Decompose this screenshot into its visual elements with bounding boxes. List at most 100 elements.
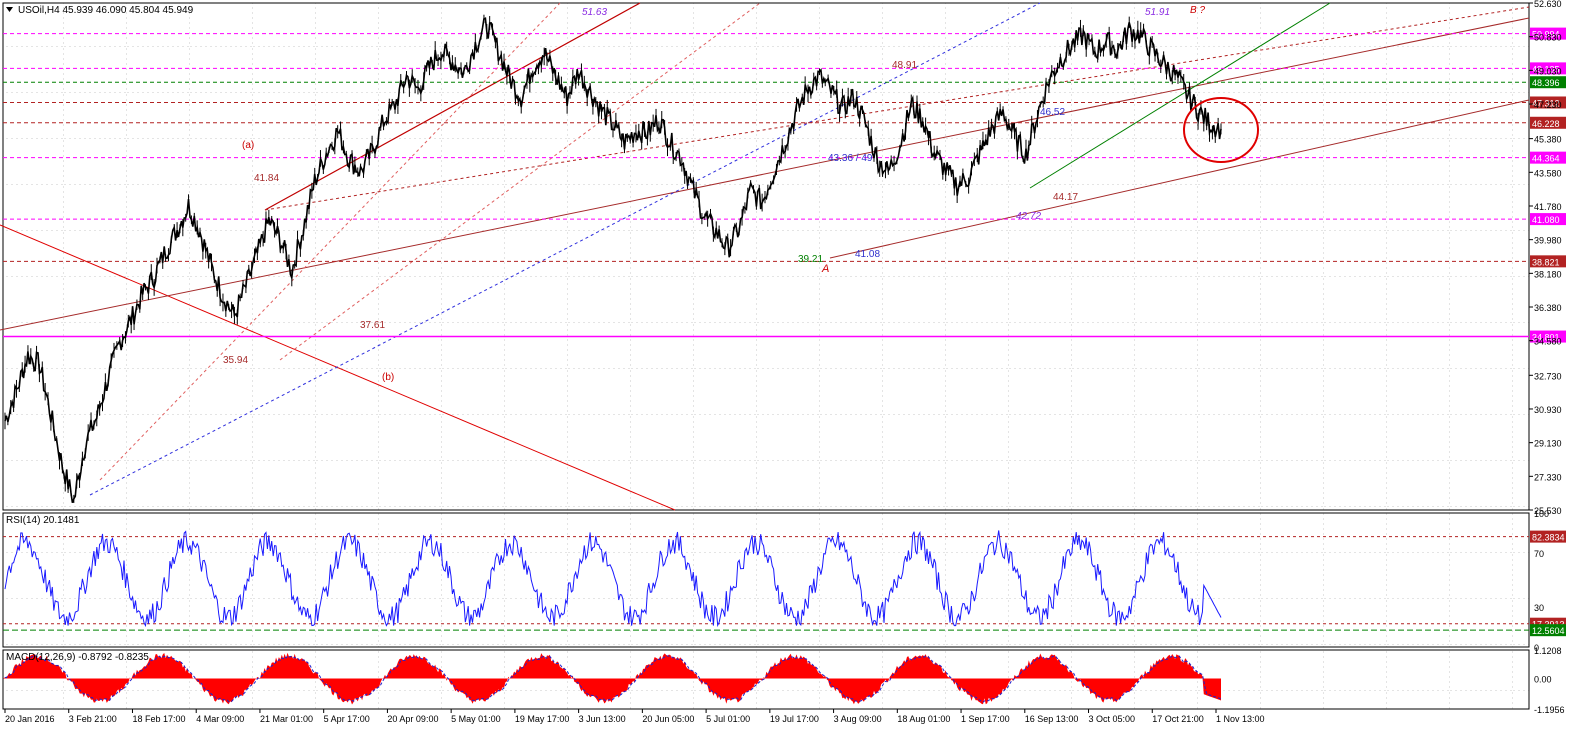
rsi-tick-label: 0 <box>1534 643 1539 653</box>
red-dashed-channel-1 <box>99 2 561 481</box>
level-tag-8 <box>1530 330 1566 343</box>
price-tick-label: 25.530 <box>1534 506 1562 516</box>
level-tag-4 <box>1530 116 1566 129</box>
annotation-48-91: 48.91 <box>892 60 917 71</box>
annotation-41-08: 41.08 <box>855 249 880 260</box>
time-tick-label: 19 May 17:00 <box>515 714 570 724</box>
level-tag-0 <box>1530 27 1566 40</box>
annotation-44-17: 44.17 <box>1053 192 1078 203</box>
level-label-0: 50.994 <box>1532 30 1560 40</box>
rsi-level-tag-2 <box>1530 624 1566 637</box>
price-tick-label: 45.380 <box>1534 135 1562 145</box>
macd-signal <box>4 655 1222 703</box>
macd-histogram <box>3 652 1221 705</box>
annotation-a: (a) <box>242 140 254 151</box>
lower-support-line <box>829 99 1530 259</box>
highlight-ellipse <box>1183 97 1259 163</box>
annotation-51-63: 51.63 <box>582 7 607 18</box>
time-tick-label: 3 Feb 21:00 <box>69 714 117 724</box>
time-tick-label: 16 Sep 13:00 <box>1025 714 1079 724</box>
price-tick-label: 32.730 <box>1534 371 1562 381</box>
macd-tick-label: 0.00 <box>1534 675 1552 685</box>
price-tick-label: 29.130 <box>1534 439 1562 449</box>
trendline-falling <box>0 224 676 511</box>
price-tick-label: 52.630 <box>1534 0 1562 9</box>
time-tick-label: 21 Mar 01:00 <box>260 714 313 724</box>
rsi-level-label-0: 82.3834 <box>1532 533 1565 543</box>
price-tick-label: 30.930 <box>1534 405 1562 415</box>
macd-tick-label: 1.1208 <box>1534 646 1562 656</box>
channel-upper-top <box>264 2 641 211</box>
annotation-35-94: 35.94 <box>223 355 248 366</box>
price-tick-label: 43.580 <box>1534 168 1562 178</box>
symbol-header: USOil,H4 45.939 46.090 45.804 45.949 <box>18 5 194 16</box>
level-tag-5 <box>1530 151 1566 164</box>
level-tag-7 <box>1530 255 1566 268</box>
time-tick-label: 5 May 01:00 <box>451 714 501 724</box>
rsi-tick-label: 100 <box>1534 509 1549 519</box>
level-label-7: 38.821 <box>1532 257 1560 267</box>
dropdown-triangle-icon[interactable] <box>6 7 13 12</box>
price-tick-label: 50.830 <box>1534 33 1562 43</box>
time-tick-label: 20 Jan 2016 <box>5 714 55 724</box>
level-label-5: 44.364 <box>1532 154 1560 164</box>
price-tick-label: 41.780 <box>1534 202 1562 212</box>
level-tag-2 <box>1530 76 1566 89</box>
time-tick-label: 20 Jun 05:00 <box>642 714 694 724</box>
level-label-4: 46.228 <box>1532 119 1560 129</box>
annotation-43-36: 43.36 / 49 <box>828 153 873 164</box>
annotation-51-91: 51.91 <box>1145 7 1170 18</box>
time-tick-label: 18 Feb 17:00 <box>132 714 185 724</box>
price-tick-label: 47.230 <box>1534 100 1562 110</box>
annotation-42-72: 42.72 <box>1016 211 1041 222</box>
level-tag-6 <box>1530 213 1566 226</box>
price-tick-label: 39.980 <box>1534 236 1562 246</box>
time-tick-label: 5 Apr 17:00 <box>324 714 370 724</box>
annotation-37-61: 37.61 <box>360 320 385 331</box>
time-tick-label: 3 Oct 05:00 <box>1089 714 1136 724</box>
level-tag-3 <box>1530 96 1566 109</box>
level-label-6: 41.080 <box>1532 215 1560 225</box>
rsi-tick-label: 70 <box>1534 549 1544 559</box>
time-tick-label: 1 Sep 17:00 <box>961 714 1010 724</box>
annotation-A: A <box>821 263 829 275</box>
price-tick-label: 38.180 <box>1534 269 1562 279</box>
annotation-39-21: 39.21 <box>798 254 823 265</box>
price-tick-label: 36.380 <box>1534 303 1562 313</box>
time-tick-label: 5 Jul 01:00 <box>706 714 750 724</box>
level-label-1: 49.135 <box>1532 64 1560 74</box>
time-tick-label: 3 Aug 09:00 <box>834 714 882 724</box>
price-pane[interactable] <box>2 2 1530 511</box>
macd-tick-label: -1.1956 <box>1534 705 1565 715</box>
annotation-B: B ? <box>1190 5 1205 16</box>
price-tick-label: 27.330 <box>1534 472 1562 482</box>
level-label-3: 47.312 <box>1532 98 1560 108</box>
rsi-pane[interactable] <box>2 512 1530 648</box>
macd-header: MACD(12,26,9) -0.8792 -0.8235 <box>6 652 149 663</box>
time-tick-label: 4 Mar 09:00 <box>196 714 244 724</box>
price-tick-label: 34.580 <box>1534 337 1562 347</box>
time-tick-label: 18 Aug 01:00 <box>897 714 950 724</box>
level-tag-1 <box>1530 62 1566 75</box>
blue-dotted-channel <box>89 2 1041 496</box>
rsi-tick-label: 30 <box>1534 603 1544 613</box>
red-dashed-channel-2 <box>279 2 761 361</box>
rsi-header: RSI(14) 20.1481 <box>6 515 80 526</box>
annotation-41-84: 41.84 <box>254 173 279 184</box>
rsi-level-tag-0 <box>1530 530 1566 543</box>
level-label-2: 48.396 <box>1532 78 1560 88</box>
price-tick-label: 49.030 <box>1534 66 1562 76</box>
time-tick-label: 20 Apr 09:00 <box>387 714 438 724</box>
time-tick-label: 3 Jun 13:00 <box>579 714 626 724</box>
rsi-level-label-2: 12.5604 <box>1532 626 1565 636</box>
time-tick-label: 1 Nov 13:00 <box>1216 714 1265 724</box>
annotation-b: (b) <box>382 372 394 383</box>
time-tick-label: 17 Oct 21:00 <box>1152 714 1204 724</box>
rsi-series <box>4 530 1222 628</box>
trendline-rising-long <box>0 17 1530 331</box>
time-tick-label: 19 Jul 17:00 <box>770 714 819 724</box>
annotation-46-52: 46.52 <box>1040 107 1065 118</box>
level-label-8: 34.801 <box>1532 333 1560 343</box>
